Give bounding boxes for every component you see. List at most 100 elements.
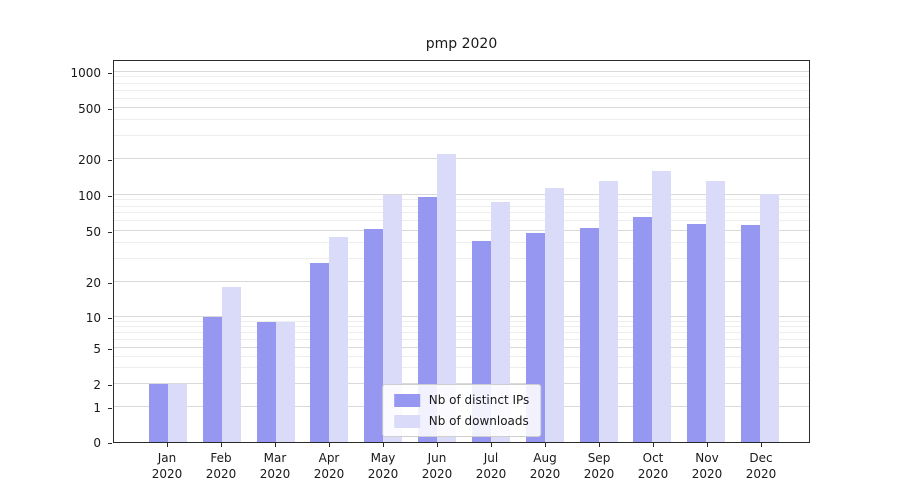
x-tick-mark	[166, 443, 168, 447]
minor-gridline	[114, 206, 809, 207]
major-gridline	[114, 158, 809, 159]
legend-label: Nb of downloads	[428, 414, 529, 428]
minor-gridline	[114, 242, 809, 243]
minor-gridline	[114, 326, 809, 327]
bar	[652, 171, 672, 442]
x-tick-line2: 2020	[529, 467, 561, 481]
x-tick-mark	[652, 443, 654, 447]
x-tick-label: Feb 2020	[194, 443, 248, 485]
x-tick-mark	[544, 443, 546, 447]
x-tick-mark	[328, 443, 330, 447]
x-tick-label: Dec 2020	[734, 443, 788, 485]
minor-gridline	[114, 135, 809, 136]
bar-group	[141, 384, 195, 442]
minor-gridline	[114, 98, 809, 99]
y-tick-mark	[108, 232, 112, 233]
x-tick-mark	[220, 443, 222, 447]
x-tick-line1: Feb	[210, 451, 232, 465]
x-tick-line1: Dec	[749, 451, 773, 465]
bar	[598, 181, 618, 442]
x-tick-line2: 2020	[637, 467, 669, 481]
bar	[275, 322, 295, 442]
y-tick-label: 5	[93, 342, 101, 356]
x-tick-mark	[490, 443, 492, 447]
x-tick-line2: 2020	[313, 467, 345, 481]
major-gridline	[114, 107, 809, 108]
x-tick-line1: Jul	[483, 451, 499, 465]
chart-title: pmp 2020	[425, 36, 498, 52]
bar	[148, 384, 168, 442]
x-tick-line1: Oct	[642, 451, 664, 465]
minor-gridline	[114, 119, 809, 120]
bar	[383, 195, 403, 442]
bar	[256, 322, 276, 442]
legend-row: Nb of downloads	[393, 414, 530, 428]
x-tick-mark	[598, 443, 600, 447]
x-tick-label: Nov 2020	[680, 443, 734, 485]
x-tick-mark	[760, 443, 762, 447]
plot-area: Nb of distinct IPs Nb of downloads	[113, 60, 810, 443]
y-tick-mark	[108, 109, 112, 110]
x-tick-line2: 2020	[745, 467, 777, 481]
bar	[437, 154, 457, 442]
bar	[202, 317, 222, 442]
bar	[741, 225, 761, 442]
major-gridline	[114, 281, 809, 282]
y-tick-mark	[108, 318, 112, 319]
x-tick-line2: 2020	[583, 467, 615, 481]
y-tick-label: 100	[78, 189, 101, 203]
bar	[633, 217, 653, 442]
y-tick-mark	[108, 73, 112, 74]
x-tick-mark	[382, 443, 384, 447]
bar	[687, 224, 707, 442]
major-gridline	[114, 383, 809, 384]
x-tick-mark	[436, 443, 438, 447]
x-tick-line1: Nov	[695, 451, 719, 465]
bar	[221, 287, 241, 442]
y-tick-mark	[108, 349, 112, 350]
x-tick-line2: 2020	[475, 467, 507, 481]
bar	[418, 197, 438, 442]
legend-label: Nb of distinct IPs	[428, 393, 530, 407]
x-axis: Jan 2020 Feb 2020 Mar 2020 Apr 2020 May 2020 Jun 20…	[113, 443, 810, 485]
x-tick-label: Aug 2020	[518, 443, 572, 485]
bar-group	[679, 181, 733, 442]
y-tick-label: 0	[93, 436, 101, 450]
y-tick-label: 2	[93, 378, 101, 392]
y-tick-label: 1	[93, 401, 101, 415]
minor-gridline	[114, 83, 809, 84]
y-tick-mark	[108, 283, 112, 284]
major-gridline	[114, 230, 809, 231]
bar-group	[572, 181, 626, 442]
bar	[490, 202, 510, 442]
minor-gridline	[114, 356, 809, 357]
minor-gridline	[114, 258, 809, 259]
y-tick-label: 50	[85, 225, 101, 239]
x-tick-mark	[706, 443, 708, 447]
bar	[544, 188, 564, 442]
x-tick-line1: Mar	[263, 451, 287, 465]
minor-gridline	[114, 212, 809, 213]
x-tick-line1: Aug	[533, 451, 557, 465]
y-tick-label: 10	[85, 311, 101, 325]
legend: Nb of distinct IPs Nb of downloads	[381, 384, 542, 437]
minor-gridline	[114, 90, 809, 91]
y-tick-mark	[108, 196, 112, 197]
bar-group	[356, 195, 410, 442]
x-tick-label: Sep 2020	[572, 443, 626, 485]
x-tick-line2: 2020	[367, 467, 399, 481]
x-tick-label: May 2020	[356, 443, 410, 485]
bar-group	[195, 287, 249, 442]
major-gridline	[114, 316, 809, 317]
x-tick-line2: 2020	[421, 467, 453, 481]
minor-gridline	[114, 367, 809, 368]
bar-group	[733, 194, 787, 442]
bar	[364, 229, 384, 442]
x-tick-line1: Sep	[587, 451, 611, 465]
bar-group	[249, 322, 303, 442]
major-gridline	[114, 71, 809, 72]
x-tick-label: Apr 2020	[302, 443, 356, 485]
minor-gridline	[114, 321, 809, 322]
x-tick-line2: 2020	[151, 467, 183, 481]
